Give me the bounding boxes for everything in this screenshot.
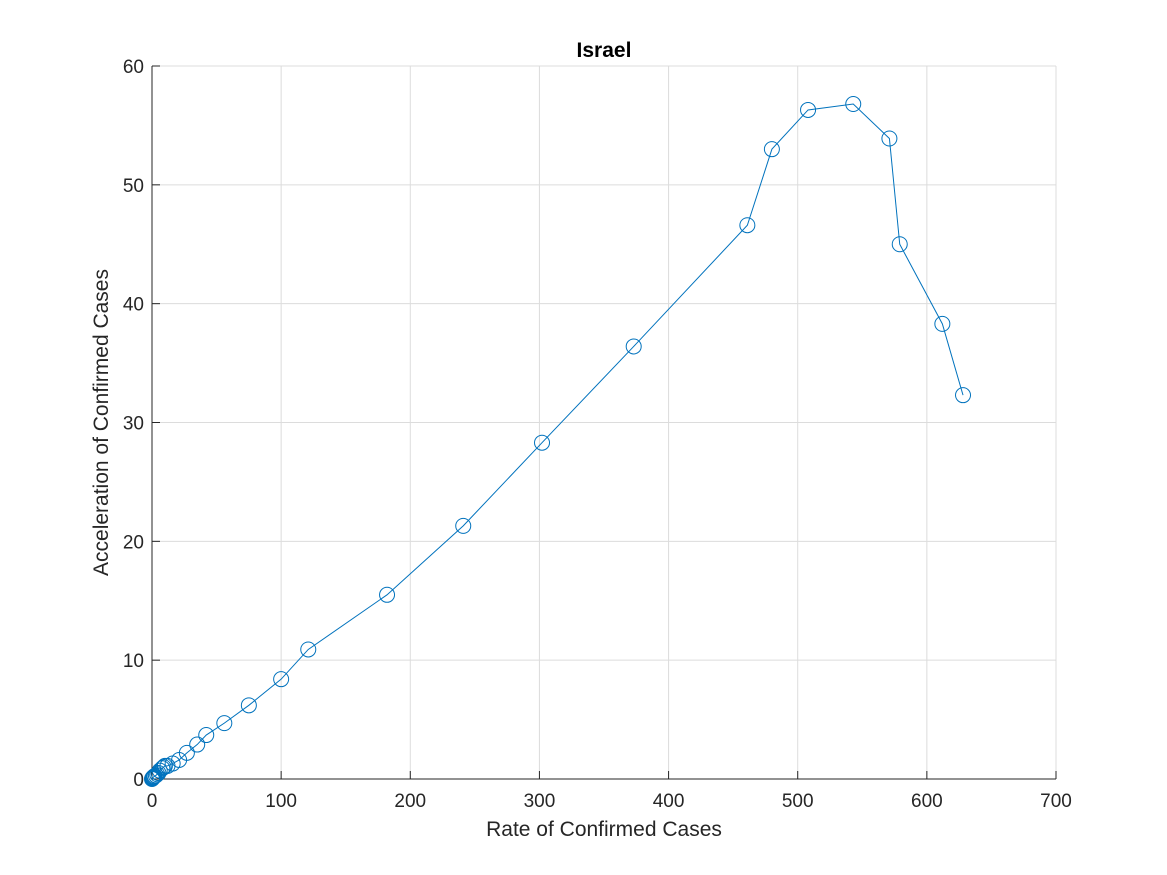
x-tick-label: 700 <box>1040 791 1072 812</box>
x-tick-label: 600 <box>911 791 943 812</box>
data-point-marker <box>934 315 951 332</box>
data-point-marker <box>379 586 396 603</box>
series <box>144 96 972 787</box>
data-point-marker <box>240 697 257 714</box>
y-tick-label: 40 <box>123 295 144 316</box>
x-tick-label: 0 <box>147 791 158 812</box>
y-tick-label: 60 <box>123 57 144 78</box>
x-tick-label: 300 <box>524 791 556 812</box>
data-point-marker <box>300 641 317 658</box>
y-tick-label: 50 <box>123 176 144 197</box>
y-tick-label: 10 <box>123 651 144 672</box>
data-point-marker <box>763 141 780 158</box>
y-tick-label: 20 <box>123 532 144 553</box>
data-point-marker <box>145 769 162 786</box>
data-point-marker <box>216 715 233 732</box>
data-point-marker <box>534 434 551 451</box>
grid <box>152 66 1056 779</box>
tick-labels: 0 100 200 300 400 500 600 700 0 10 20 30 40 50 60 <box>123 57 1072 812</box>
chart-title: Israel <box>577 39 632 62</box>
data-point-marker <box>625 338 642 355</box>
y-tick-label: 30 <box>123 414 144 435</box>
x-axis-label: Rate of Confirmed Cases <box>486 818 722 841</box>
data-point-marker <box>891 236 908 253</box>
data-point-marker <box>739 217 756 234</box>
data-point-marker <box>881 130 898 147</box>
axes <box>151 65 1057 780</box>
data-point-marker <box>273 671 290 688</box>
x-tick-label: 500 <box>782 791 814 812</box>
data-point-marker <box>800 101 817 118</box>
data-point-marker <box>955 387 972 404</box>
y-axis-label: Acceleration of Confirmed Cases <box>90 269 113 576</box>
data-point-marker <box>178 744 195 761</box>
data-point-marker <box>151 762 168 779</box>
x-tick-label: 100 <box>265 791 297 812</box>
series-line <box>151 103 964 780</box>
data-point-marker <box>455 517 472 534</box>
x-tick-label: 400 <box>653 791 685 812</box>
data-point-marker <box>198 727 215 744</box>
x-tick-label: 200 <box>394 791 426 812</box>
data-point-marker <box>189 736 206 753</box>
data-point-marker <box>145 768 162 785</box>
data-point-marker <box>845 96 862 113</box>
y-tick-label: 0 <box>133 770 144 791</box>
